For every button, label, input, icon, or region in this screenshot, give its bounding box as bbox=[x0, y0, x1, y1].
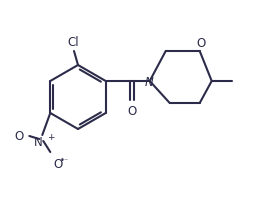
Text: •⁻: •⁻ bbox=[59, 156, 69, 165]
Text: N: N bbox=[144, 75, 153, 88]
Text: +: + bbox=[47, 133, 55, 142]
Text: O: O bbox=[127, 105, 136, 118]
Text: O: O bbox=[14, 129, 23, 142]
Text: O: O bbox=[53, 158, 62, 171]
Text: Cl: Cl bbox=[67, 36, 79, 49]
Text: N: N bbox=[34, 136, 42, 149]
Text: O: O bbox=[196, 37, 205, 50]
